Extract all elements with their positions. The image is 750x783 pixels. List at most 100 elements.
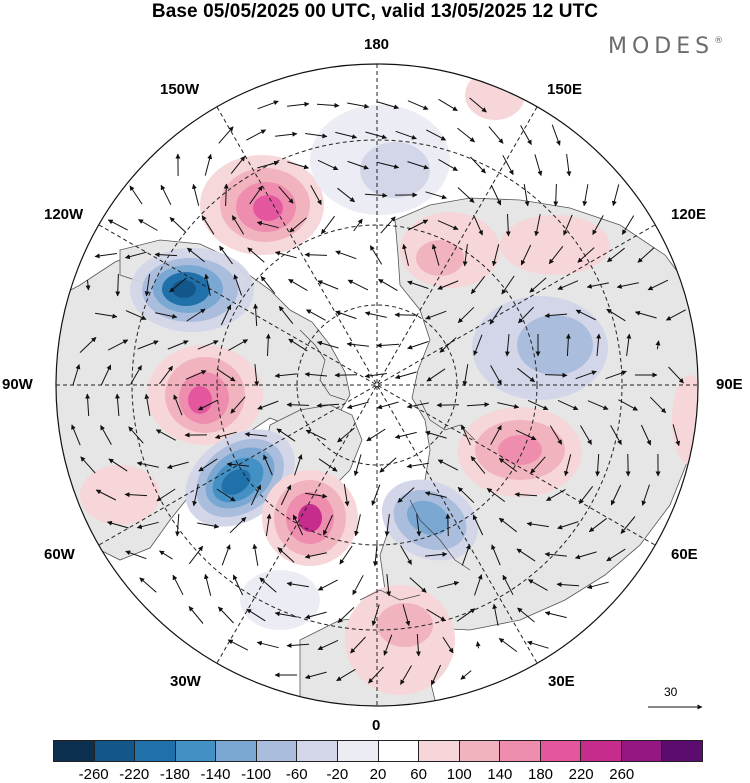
wind-vector-arrow bbox=[544, 313, 568, 319]
wind-vector-arrow bbox=[520, 244, 532, 266]
wind-vector-arrow bbox=[544, 372, 568, 378]
wind-vector-arrow bbox=[587, 400, 609, 410]
colorbar-tick-label: 60 bbox=[410, 766, 427, 783]
colorbar-tick-label: -20 bbox=[326, 766, 349, 783]
wind-vector-arrow bbox=[304, 611, 327, 620]
wind-vector-arrow bbox=[256, 640, 279, 649]
wind-vector-arrow bbox=[232, 574, 244, 596]
wind-vector-arrow bbox=[497, 402, 520, 409]
wind-vector-arrow bbox=[377, 101, 400, 110]
wind-vector-arrow bbox=[425, 191, 447, 200]
wind-vector-arrow bbox=[191, 183, 200, 206]
wind-vector-arrow bbox=[672, 424, 681, 447]
wind-vector-arrow bbox=[527, 579, 548, 591]
wind-vector-arrow bbox=[371, 604, 380, 626]
wind-vector-arrow bbox=[425, 551, 448, 557]
wind-vector-arrow bbox=[125, 310, 147, 320]
wind-vector-arrow bbox=[498, 457, 518, 473]
colorbar-swatch bbox=[135, 741, 176, 761]
wind-vector-arrow bbox=[257, 100, 279, 110]
wind-vector-arrow bbox=[198, 458, 218, 472]
wind-vector-arrow bbox=[175, 513, 181, 537]
wind-vector-arrow bbox=[95, 312, 118, 319]
lon-label-90w: 90W bbox=[2, 376, 33, 393]
wind-vector-arrow bbox=[394, 312, 418, 318]
wind-vector-arrow bbox=[520, 125, 532, 146]
wind-vector-arrow bbox=[461, 544, 471, 566]
colorbar-tick-label: 220 bbox=[568, 766, 594, 783]
wind-vector-arrow bbox=[353, 218, 363, 232]
wind-vector-arrow bbox=[144, 393, 151, 416]
wind-vector-arrow bbox=[430, 664, 442, 686]
wind-vector-arrow bbox=[621, 215, 635, 235]
wind-vector-arrow bbox=[530, 456, 546, 474]
wind-vector-arrow bbox=[489, 305, 503, 325]
wind-vector-arrow bbox=[197, 399, 219, 411]
wind-vector-arrow bbox=[226, 461, 249, 467]
wind-vector-arrow bbox=[640, 424, 652, 446]
wind-vector-arrow bbox=[347, 279, 369, 291]
reference-vector-label: 30 bbox=[664, 685, 678, 699]
colorbar-tick-label: 180 bbox=[527, 766, 554, 783]
colorbar bbox=[53, 740, 703, 762]
wind-vector-arrow bbox=[514, 492, 538, 498]
colorbar-swatch bbox=[540, 741, 582, 761]
wind-vector-arrow bbox=[335, 131, 358, 139]
wind-vector-arrow bbox=[186, 308, 206, 322]
wind-vector-arrow bbox=[384, 514, 390, 537]
wind-vector-arrow bbox=[316, 402, 340, 408]
wind-vector-arrow bbox=[407, 341, 429, 350]
wind-vector-arrow bbox=[343, 484, 350, 507]
wind-vector-arrow bbox=[259, 577, 277, 593]
polar-map bbox=[55, 63, 703, 710]
wind-vector-arrow bbox=[246, 129, 267, 141]
wind-vector-arrow bbox=[637, 247, 655, 263]
wind-vector-arrow bbox=[492, 603, 499, 626]
wind-vector-arrow bbox=[228, 339, 249, 351]
wind-vector-arrow bbox=[386, 574, 392, 597]
wind-vector-arrow bbox=[473, 214, 483, 236]
wind-vector-arrow bbox=[274, 611, 297, 618]
wind-vector-arrow bbox=[339, 545, 353, 565]
wind-vector-arrow bbox=[256, 220, 279, 229]
wind-vector-arrow bbox=[515, 429, 537, 441]
wind-vector-arrow bbox=[618, 399, 639, 411]
wind-vector-arrow bbox=[586, 282, 609, 289]
wind-vector-arrow bbox=[383, 634, 393, 656]
lon-label-150e: 150E bbox=[547, 81, 583, 98]
lon-label-0: 0 bbox=[372, 717, 381, 734]
wind-vector-arrow bbox=[138, 219, 158, 231]
wind-vector-arrow bbox=[167, 340, 189, 350]
wind-vector-arrow bbox=[137, 340, 159, 350]
wind-vector-arrow bbox=[438, 98, 458, 112]
wind-vector-arrow bbox=[100, 424, 112, 445]
wind-vector-arrow bbox=[668, 366, 684, 384]
wind-vector-arrow bbox=[491, 544, 501, 566]
wind-vector-arrow bbox=[139, 577, 157, 593]
wind-vector-arrow bbox=[588, 517, 608, 533]
wind-vector-arrow bbox=[557, 521, 579, 530]
map-disk bbox=[56, 64, 698, 706]
wind-vector-arrow bbox=[366, 428, 386, 442]
wind-vector-arrow bbox=[457, 187, 475, 203]
wind-vector-arrow bbox=[318, 458, 338, 472]
colorbar-swatch bbox=[581, 741, 622, 761]
wind-vector-arrow bbox=[549, 425, 563, 445]
wind-vector-arrow bbox=[470, 275, 486, 295]
brand-registered-mark: ® bbox=[714, 36, 724, 46]
wind-vector-arrow bbox=[472, 514, 484, 536]
wind-vector-arrow bbox=[491, 244, 500, 267]
lon-label-180: 180 bbox=[364, 36, 390, 53]
wind-vector-arrow bbox=[457, 306, 475, 324]
wind-vector-arrow bbox=[287, 161, 310, 170]
wind-vector-arrow bbox=[415, 633, 421, 657]
wind-vector-arrow bbox=[335, 310, 357, 320]
wind-vector-arrow bbox=[125, 550, 147, 560]
wind-vector-arrow bbox=[187, 247, 205, 263]
wind-vector-arrow bbox=[257, 160, 280, 169]
wind-vector-arrow bbox=[596, 333, 602, 357]
wind-vector-arrow bbox=[456, 608, 476, 622]
wind-vector-arrow bbox=[159, 550, 173, 560]
wind-vector-arrow bbox=[265, 333, 271, 357]
wind-vector-arrow bbox=[517, 367, 535, 383]
